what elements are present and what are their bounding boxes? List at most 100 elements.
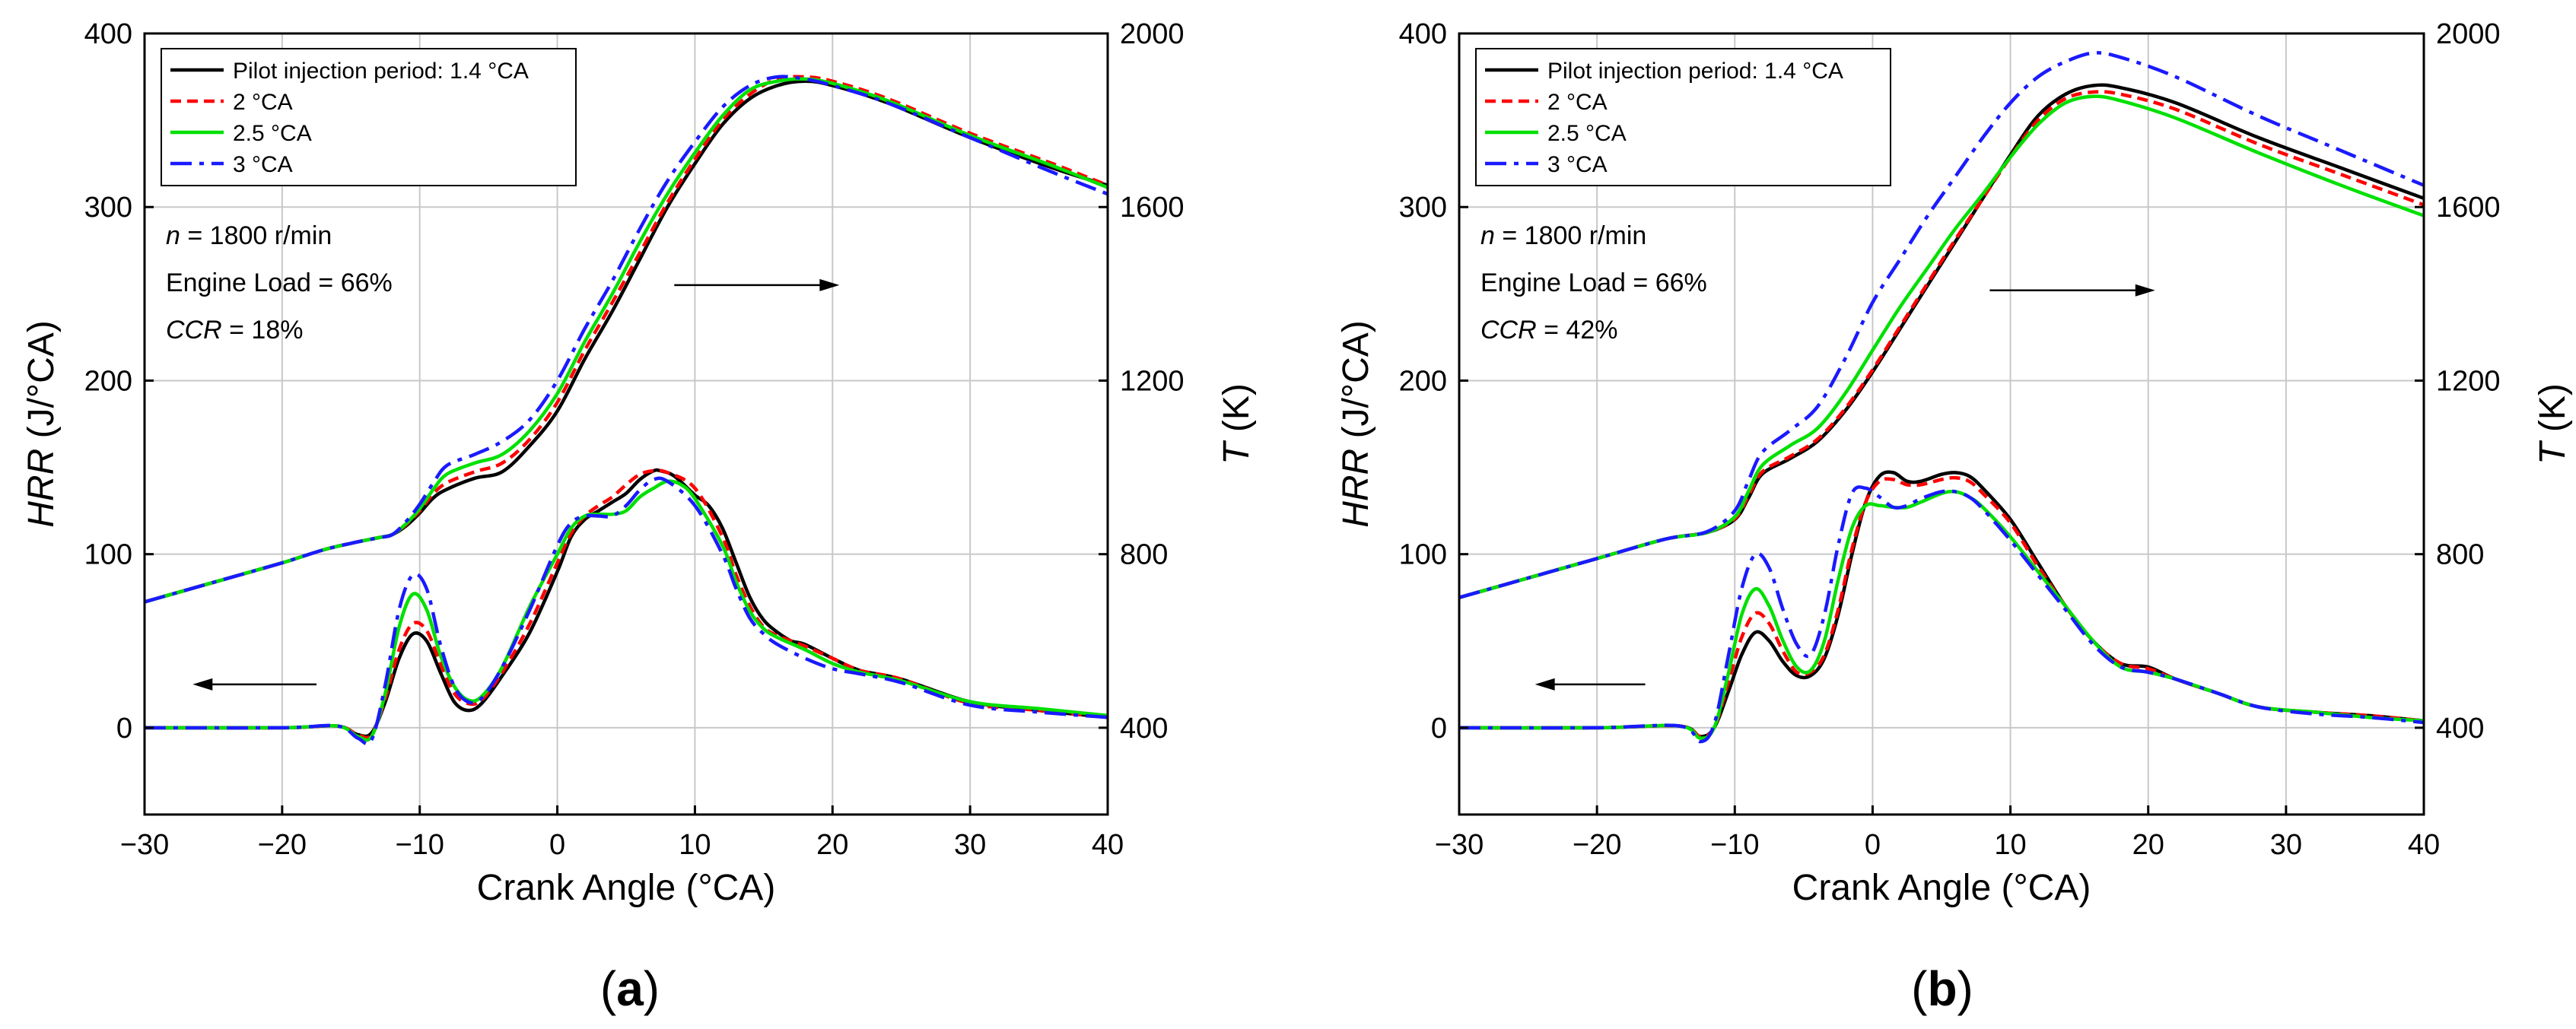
x-tick-label: −10	[395, 829, 444, 861]
annotation-1: Engine Load = 66%	[1480, 268, 1707, 297]
y2-axis-title-rest: (K)	[2533, 383, 2573, 442]
x-tick-label: 40	[1092, 829, 1124, 861]
x-tick-label: 0	[1865, 829, 1881, 861]
panel-label: (a)	[600, 961, 660, 1016]
x-tick-label: 10	[1994, 829, 2026, 861]
legend-label-2: 2.5 °CA	[233, 121, 312, 146]
plot-frame	[1458, 32, 2425, 816]
annotation-text: = 18%	[222, 316, 304, 345]
annotation-text: = 1800 r/min	[1495, 221, 1646, 250]
series-temperature-line-3	[144, 75, 1108, 604]
y2-tick-label: 1600	[2436, 192, 2501, 224]
annotation-italic: n	[1480, 221, 1495, 250]
x-tick-label: −10	[1710, 829, 1759, 861]
legend-label-1: 2 °CA	[1547, 90, 1608, 115]
y-tick-label: 0	[116, 713, 132, 745]
x-axis-title: Crank Angle (°CA)	[1792, 868, 2091, 908]
y-tick-label: 300	[84, 192, 132, 224]
y-axis-title-rest: (J/°CA)	[1336, 320, 1376, 449]
series-temperature-line-2	[144, 77, 1108, 604]
annotation-1: Engine Load = 66%	[166, 268, 393, 297]
series-hrr-line-2	[144, 479, 1108, 742]
x-tick-label: 40	[2408, 829, 2440, 861]
x-tick-label: 20	[2132, 829, 2164, 861]
legend-label-3: 3 °CA	[1547, 152, 1608, 177]
annotation-italic: n	[166, 221, 180, 250]
y2-tick-label: 800	[1120, 539, 1168, 571]
y-tick-label: 100	[1399, 539, 1447, 571]
y2-tick-label: 400	[2436, 713, 2484, 745]
y2-tick-label: 1600	[1120, 192, 1185, 224]
y2-axis-title: T (K)	[1216, 383, 1257, 465]
series-temperature-line-3	[1458, 51, 2425, 599]
y-axis-title-italic: HRR	[21, 449, 62, 528]
panel-label-close: )	[1957, 961, 1973, 1016]
chart-panel-a: −30 −20 −10 0 10 20 30 400100200300400400800120…	[21, 18, 1257, 1016]
x-tick-label: −30	[120, 829, 169, 861]
y2-tick-label: 1200	[1120, 365, 1185, 397]
annotation-0: n = 1800 r/min	[1480, 221, 1646, 250]
arrow-head-1	[192, 678, 213, 691]
y2-tick-label: 2000	[2436, 18, 2501, 50]
y-tick-label: 400	[1399, 18, 1447, 50]
x-tick-label: 10	[679, 829, 711, 861]
annotation-italic: CCR	[166, 316, 222, 345]
legend-label-0: Pilot injection period: 1.4 °CA	[1547, 59, 1843, 84]
y-axis-title-italic: HRR	[1336, 449, 1376, 528]
y2-tick-label: 1200	[2436, 365, 2501, 397]
legend-label-2: 2.5 °CA	[1547, 121, 1627, 146]
y-tick-label: 200	[1399, 365, 1447, 397]
annotation-2: CCR = 42%	[1480, 316, 1617, 345]
panel-label-letter: b	[1927, 961, 1957, 1016]
series-hrr-line-3	[1458, 485, 2425, 744]
legend-label-0: Pilot injection period: 1.4 °CA	[233, 59, 529, 84]
y2-tick-label: 400	[1120, 713, 1168, 745]
annotation-0: n = 1800 r/min	[166, 221, 332, 250]
series-temperature-line-1	[1458, 90, 2425, 599]
series-hrr-line-1	[144, 468, 1108, 740]
panel-label-open: (	[1911, 961, 1927, 1016]
y-axis-title: HRR (J/°CA)	[1336, 320, 1376, 528]
x-tick-label: 20	[816, 829, 848, 861]
legend-label-1: 2 °CA	[233, 90, 293, 115]
series-hrr-line-0	[1458, 470, 2425, 738]
y2-axis-title-italic: T	[2533, 440, 2573, 465]
y2-axis-title-italic: T	[1216, 440, 1257, 465]
panel-label-open: (	[600, 961, 616, 1016]
y2-axis-title-rest: (K)	[1216, 383, 1257, 442]
annotation-text: Engine Load = 66%	[1480, 268, 1707, 297]
y-tick-label: 300	[1399, 192, 1447, 224]
series-hrr-line-2	[1458, 489, 2425, 740]
legend-label-3: 3 °CA	[233, 152, 293, 177]
arrow-head-0	[819, 278, 840, 291]
arrow-head-0	[2135, 284, 2155, 297]
plot-frame	[143, 32, 1109, 816]
y-axis-title-rest: (J/°CA)	[21, 320, 62, 449]
x-tick-label: −20	[1573, 829, 1621, 861]
x-axis-title: Crank Angle (°CA)	[477, 868, 776, 908]
y-tick-label: 400	[84, 18, 132, 50]
x-tick-label: 30	[954, 829, 986, 861]
y-tick-label: 0	[1431, 713, 1447, 745]
x-tick-label: −20	[258, 829, 307, 861]
legend-box	[161, 48, 577, 186]
series-hrr-line-3	[144, 476, 1108, 746]
annotation-text: = 1800 r/min	[180, 221, 332, 250]
panel-label: (b)	[1911, 961, 1973, 1016]
annotation-2: CCR = 18%	[166, 316, 303, 345]
x-tick-label: 30	[2270, 829, 2302, 861]
y2-axis-title: T (K)	[2533, 383, 2573, 465]
chart-panel-b: −30 −20 −10 0 10 20 30 400100200300400400800120…	[1336, 18, 2573, 1016]
arrow-head-1	[1534, 678, 1555, 691]
y2-tick-label: 2000	[1120, 18, 1185, 50]
x-tick-label: −30	[1435, 829, 1484, 861]
panel-label-close: )	[644, 961, 660, 1016]
y-tick-label: 200	[84, 365, 132, 397]
legend-box	[1475, 48, 1891, 186]
y2-tick-label: 800	[2436, 539, 2484, 571]
panel-label-letter: a	[616, 961, 644, 1016]
y-tick-label: 100	[84, 539, 132, 571]
y-axis-title: HRR (J/°CA)	[21, 320, 62, 528]
annotation-text: = 42%	[1537, 316, 1618, 345]
